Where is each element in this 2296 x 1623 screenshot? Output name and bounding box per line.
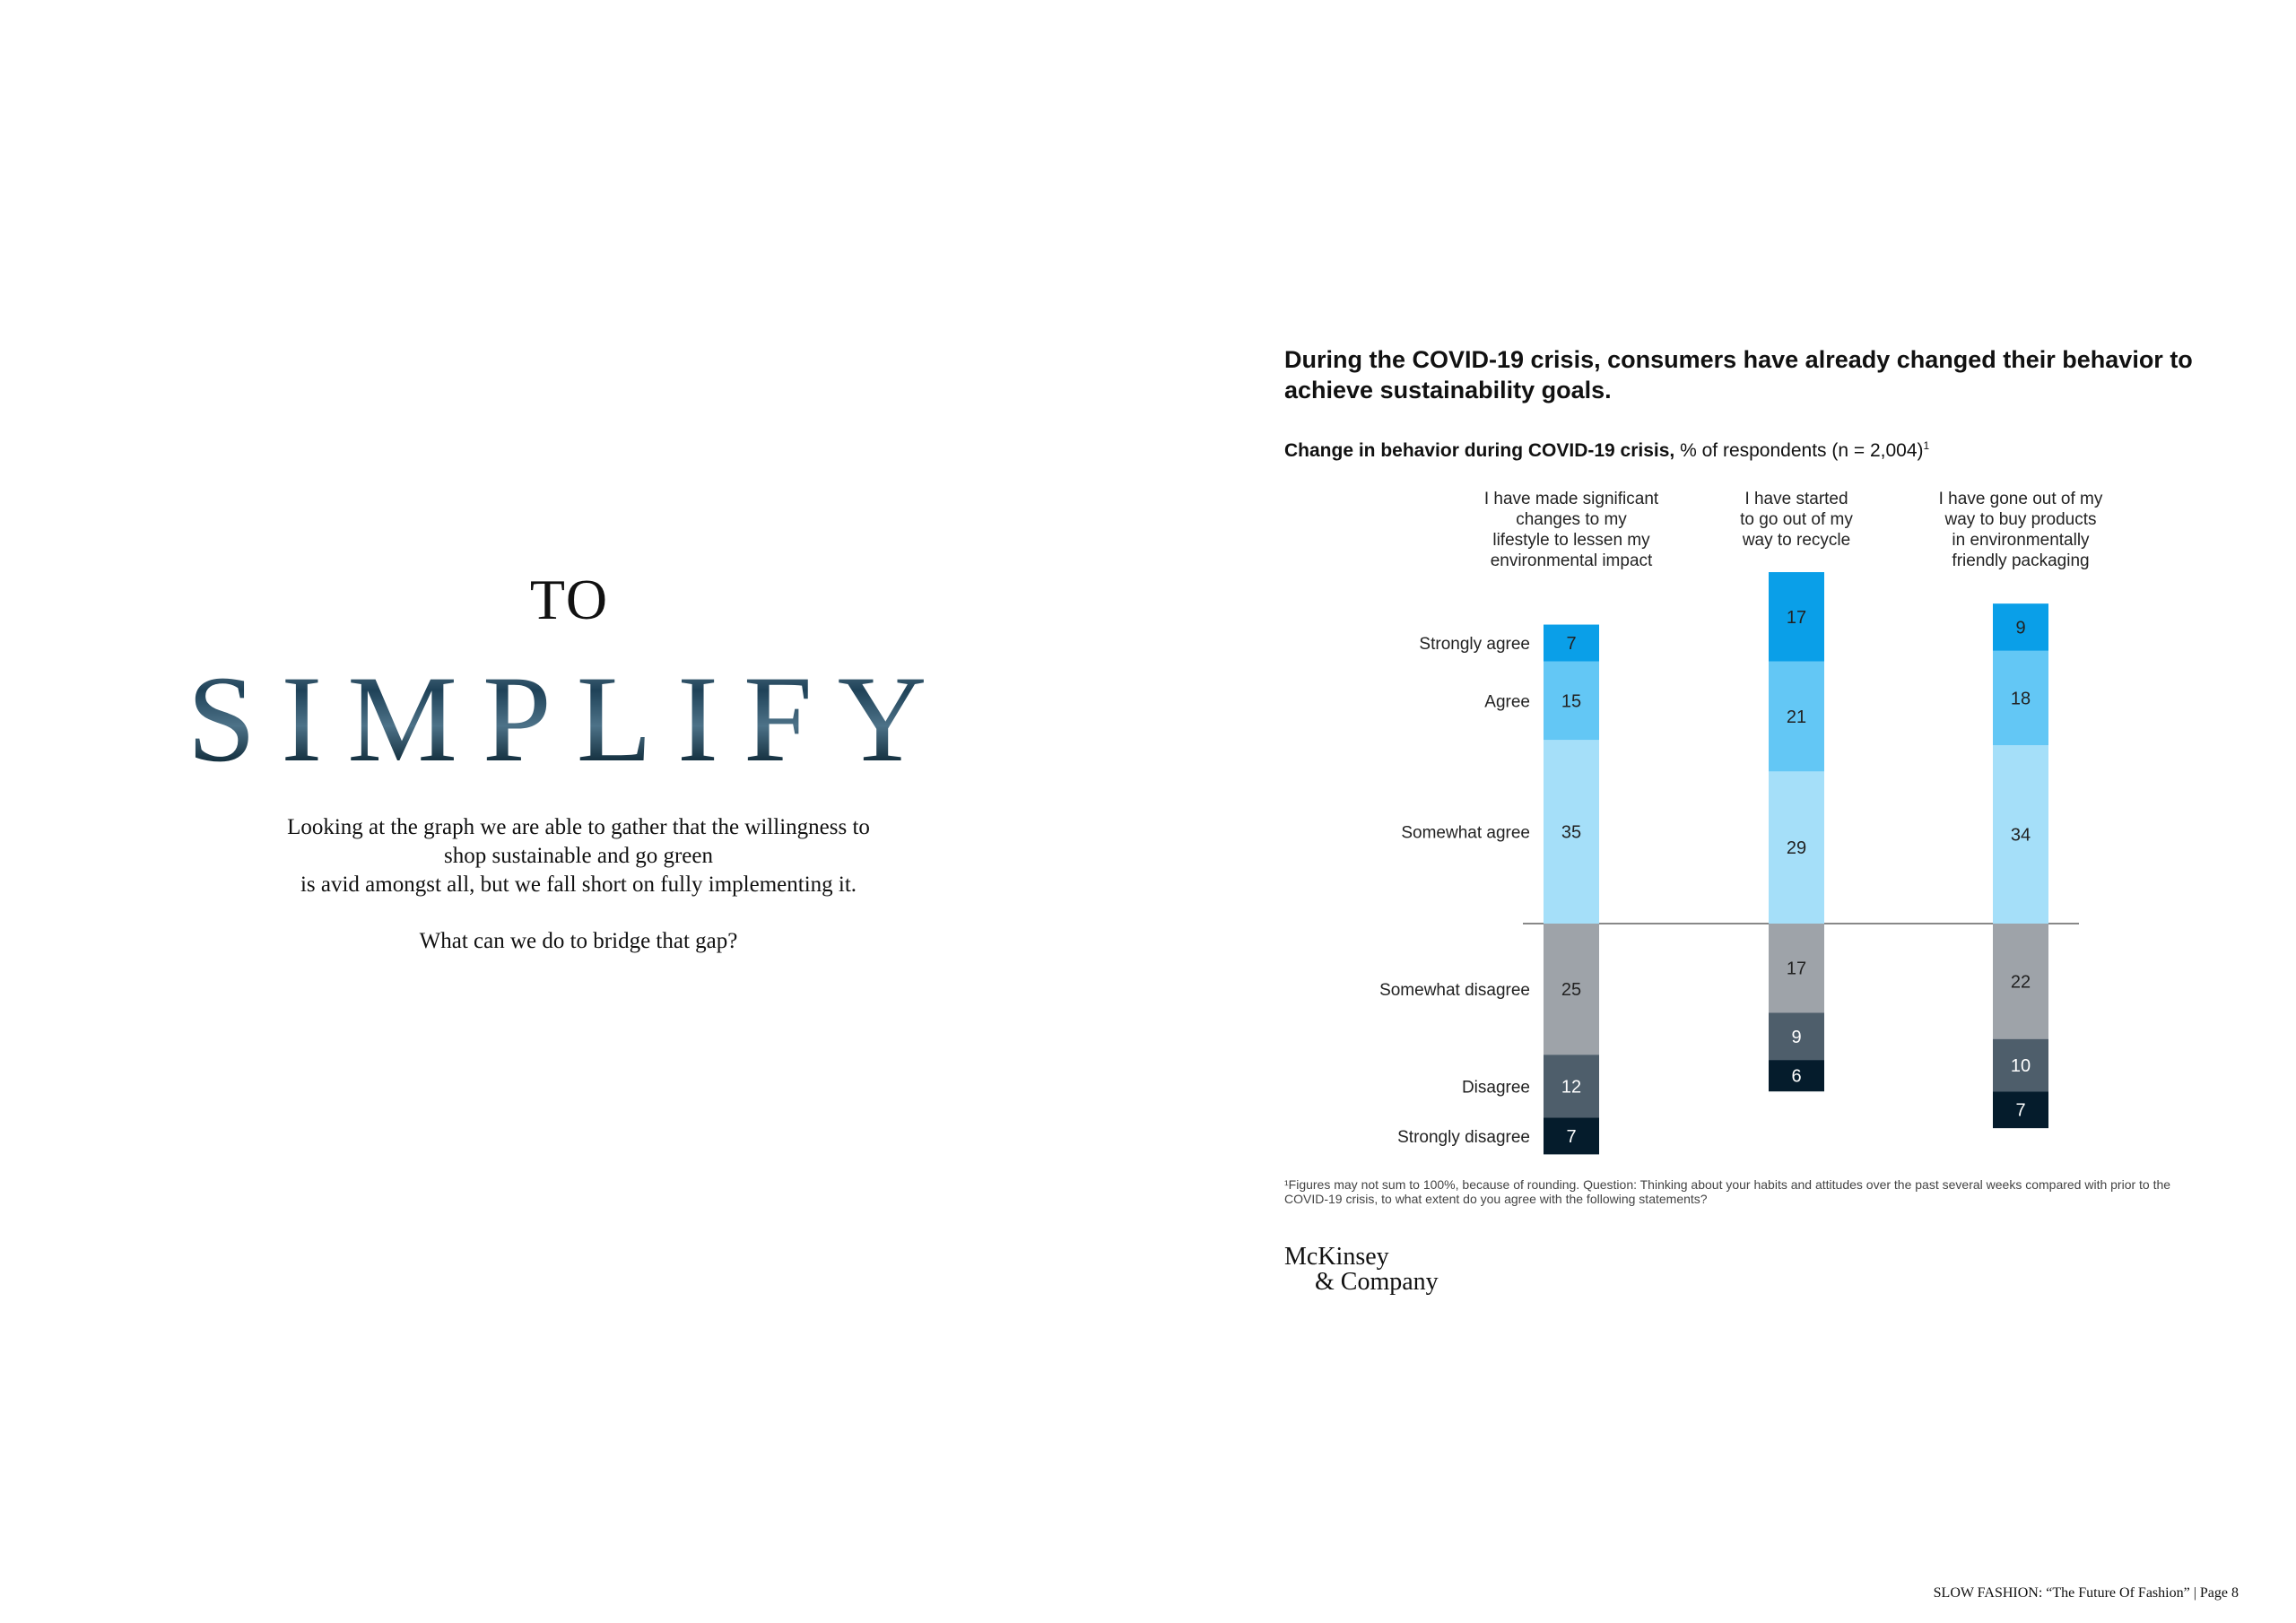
data-label: 29 bbox=[1787, 838, 1806, 858]
legend-label: Strongly agree bbox=[1419, 635, 1530, 654]
data-label: 25 bbox=[1561, 980, 1581, 1000]
category-label: environmental impact bbox=[1491, 551, 1653, 570]
bar-segment bbox=[1769, 1012, 1824, 1061]
bar-segment bbox=[1544, 1117, 1599, 1155]
bar-segment bbox=[1544, 1055, 1599, 1118]
title-simplify: SIMPLIFY bbox=[0, 647, 1139, 790]
legend-label: Somewhat disagree bbox=[1379, 981, 1530, 1000]
data-label: 7 bbox=[1566, 634, 1576, 654]
legend-label: Strongly disagree bbox=[1397, 1128, 1530, 1147]
legend-label: Somewhat agree bbox=[1401, 824, 1530, 843]
bar-segment bbox=[1769, 661, 1824, 772]
data-label: 6 bbox=[1791, 1067, 1801, 1087]
data-label: 17 bbox=[1787, 959, 1806, 979]
bar-segment bbox=[1993, 745, 2048, 924]
data-label: 22 bbox=[2011, 972, 2031, 992]
data-label: 15 bbox=[1561, 691, 1581, 711]
body-line: Looking at the graph we are able to gath… bbox=[287, 815, 870, 839]
category-label: way to buy products bbox=[1944, 510, 2097, 529]
category-label: to go out of my bbox=[1740, 510, 1853, 529]
data-label: 10 bbox=[2011, 1056, 2031, 1076]
bar-segment bbox=[1993, 1091, 2048, 1129]
bar-segment bbox=[1769, 924, 1824, 1013]
bar-segment bbox=[1544, 661, 1599, 741]
category-label: lifestyle to lessen my bbox=[1492, 531, 1650, 550]
mckinsey-logo: McKinsey & Company bbox=[1284, 1245, 1439, 1295]
category-label: in environmentally bbox=[1952, 531, 2090, 550]
bar-segment bbox=[1544, 624, 1599, 662]
left-body-text: Looking at the graph we are able to gath… bbox=[0, 813, 1157, 956]
title-to: TO bbox=[529, 568, 610, 631]
category-label: I have started bbox=[1744, 490, 1848, 508]
category-label: friendly packaging bbox=[1952, 551, 2089, 570]
bar-segment bbox=[1769, 771, 1824, 924]
data-label: 12 bbox=[1561, 1077, 1581, 1097]
body-question: What can we do to bridge that gap? bbox=[419, 929, 738, 953]
chart-heading: During the COVID-19 crisis, consumers ha… bbox=[1284, 346, 2193, 404]
logo-line-2: & Company bbox=[1315, 1268, 1439, 1296]
category-label: changes to my bbox=[1516, 510, 1627, 529]
bar-segment bbox=[1993, 924, 2048, 1039]
data-label: 7 bbox=[1566, 1127, 1576, 1147]
data-label: 9 bbox=[2015, 618, 2025, 638]
category-label: I have made significant bbox=[1484, 490, 1659, 508]
data-label: 18 bbox=[2011, 689, 2031, 708]
legend-label: Agree bbox=[1484, 692, 1530, 711]
chart-footnote: ¹Figures may not sum to 100%, because of… bbox=[1284, 1177, 2171, 1206]
legend-label: Disagree bbox=[1462, 1078, 1530, 1097]
data-label: 34 bbox=[2011, 826, 2031, 846]
data-label: 9 bbox=[1791, 1028, 1801, 1047]
bar-segment bbox=[1544, 924, 1599, 1055]
data-label: 17 bbox=[1787, 608, 1806, 628]
body-line: shop sustainable and go green bbox=[444, 844, 713, 868]
chart-subtitle: Change in behavior during COVID-19 crisi… bbox=[1284, 439, 2226, 462]
bar-segment bbox=[1769, 572, 1824, 662]
data-label: 21 bbox=[1787, 707, 1806, 727]
page-footer: SLOW FASHION: “The Future Of Fashion” | … bbox=[1933, 1585, 2239, 1601]
bar-segment bbox=[1993, 603, 2048, 651]
chart-subtitle-footnote-mark: 1 bbox=[1923, 439, 1930, 452]
category-label: way to recycle bbox=[1742, 531, 1850, 550]
data-label: 7 bbox=[2015, 1101, 2025, 1121]
bar-segment bbox=[1993, 650, 2048, 746]
chart-subtitle-rest: % of respondents (n = 2,004) bbox=[1674, 440, 1924, 461]
bar-segment bbox=[1769, 1060, 1824, 1092]
logo-line-1: McKinsey bbox=[1284, 1243, 1389, 1271]
data-label: 35 bbox=[1561, 823, 1581, 843]
chart-subtitle-bold: Change in behavior during COVID-19 crisi… bbox=[1284, 440, 1675, 461]
body-line: is avid amongst all, but we fall short o… bbox=[300, 872, 857, 897]
category-label: I have gone out of my bbox=[1939, 490, 2103, 508]
bar-segment bbox=[1993, 1038, 2048, 1092]
bar-segment bbox=[1544, 740, 1599, 924]
